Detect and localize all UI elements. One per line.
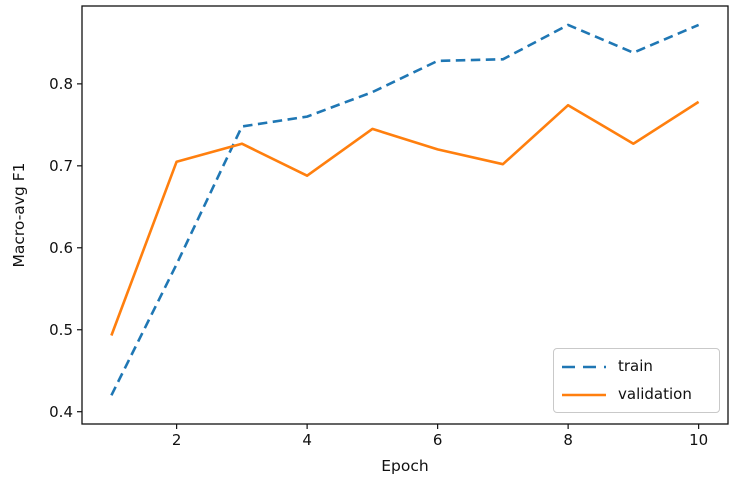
legend-item-train: train <box>561 353 719 381</box>
y-tick-label: 0.6 <box>49 239 73 257</box>
y-tick-label: 0.5 <box>49 321 73 339</box>
legend-label-train: train <box>618 357 653 375</box>
x-tick-label: 6 <box>433 431 443 449</box>
legend-label-validation: validation <box>618 385 692 403</box>
y-axis-label: Macro-avg F1 <box>10 162 28 268</box>
validation-line <box>110 100 700 336</box>
y-tick-label: 0.7 <box>49 157 73 175</box>
x-tick-label: 10 <box>689 431 708 449</box>
train-line <box>110 23 700 396</box>
x-tick-label: 8 <box>563 431 573 449</box>
y-tick-label: 0.8 <box>49 75 73 93</box>
plot-area <box>81 5 729 425</box>
legend: train validation <box>553 348 720 413</box>
legend-item-validation: validation <box>561 381 719 409</box>
train-line-sample <box>562 365 606 368</box>
y-tick-label: 0.4 <box>49 403 73 421</box>
validation-line-sample <box>562 393 606 396</box>
x-tick-label: 2 <box>172 431 182 449</box>
x-axis-label: Epoch <box>381 457 429 475</box>
x-tick-label: 4 <box>302 431 312 449</box>
